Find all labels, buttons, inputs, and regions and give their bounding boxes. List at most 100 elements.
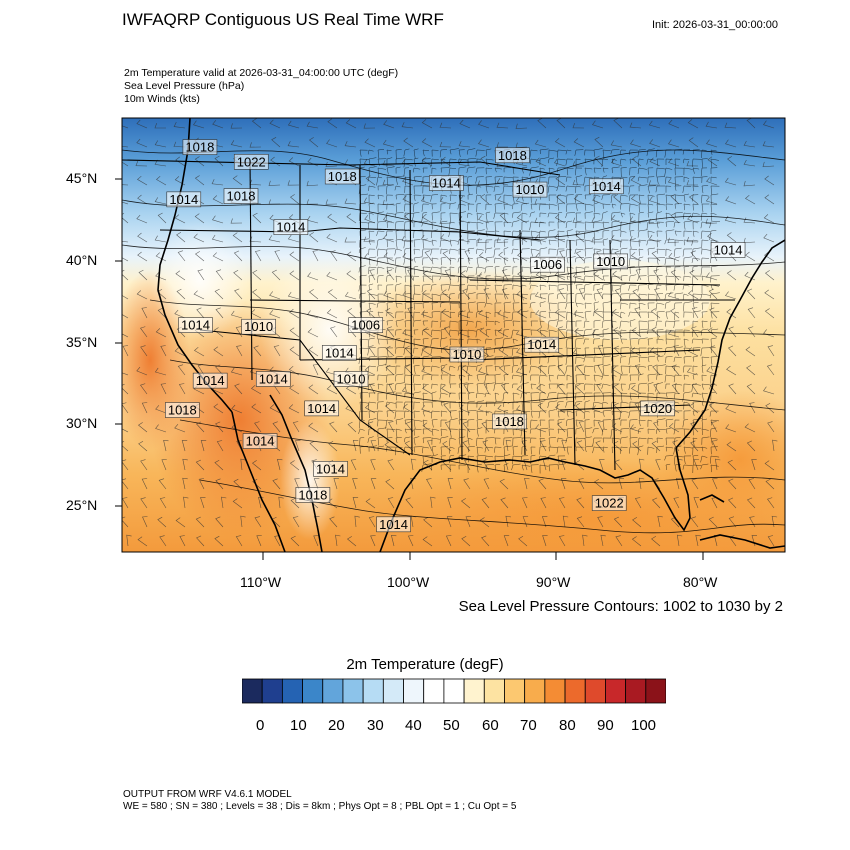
wind-barb	[712, 478, 718, 490]
wind-barb	[582, 534, 588, 547]
lon-label-80: 80°W	[683, 574, 718, 590]
wind-barb	[535, 310, 547, 319]
wind-barb	[728, 383, 737, 395]
wind-barb	[251, 289, 262, 300]
wind-barb	[364, 138, 376, 148]
wind-barb	[705, 218, 718, 224]
wind-barb	[535, 157, 547, 167]
wind-barb	[516, 214, 528, 224]
svg-text:1018: 1018	[298, 487, 327, 502]
wind-barb	[705, 196, 718, 205]
wind-barb	[725, 404, 737, 414]
wind-barb	[558, 497, 566, 509]
wind-barb	[478, 120, 490, 129]
wind-barb	[444, 421, 452, 433]
wind-barb	[176, 232, 186, 243]
wind-barb	[155, 252, 167, 262]
wind-barb	[405, 421, 414, 433]
wind-barb	[557, 326, 566, 338]
wind-barb	[578, 478, 585, 490]
wind-barb	[518, 536, 528, 547]
wind-barb	[479, 327, 490, 338]
wind-barb	[194, 175, 205, 186]
wind-barb	[534, 198, 547, 205]
wind-barb	[273, 345, 281, 357]
wind-barb	[289, 270, 300, 281]
wind-barb	[540, 440, 547, 452]
wind-barb	[391, 534, 397, 547]
wind-barb	[578, 421, 585, 433]
wind-barb	[183, 496, 189, 509]
wind-barb	[274, 535, 281, 547]
pressure-label: 1014	[524, 336, 560, 353]
county-line-row	[359, 292, 720, 303]
wind-barb	[140, 459, 148, 471]
wind-barb	[727, 156, 737, 167]
wind-barb	[212, 120, 224, 129]
svg-text:1014: 1014	[592, 179, 621, 194]
pressure-label: 1022	[591, 495, 627, 511]
wind-barb	[401, 386, 414, 395]
footer-config: WE = 580 ; SN = 380 ; Levels = 38 ; Dis …	[123, 801, 517, 812]
wind-barb	[461, 535, 471, 547]
wind-barb	[344, 198, 357, 205]
svg-text:1014: 1014	[325, 345, 354, 360]
wind-barb	[386, 326, 395, 338]
wind-barb	[634, 307, 642, 319]
wind-barb	[478, 139, 490, 148]
wind-barb	[173, 141, 186, 148]
wind-barb	[251, 118, 262, 129]
wind-barb	[481, 421, 490, 433]
wind-barb	[630, 176, 642, 186]
wind-barb	[708, 402, 718, 414]
wind-barb	[537, 402, 547, 414]
wind-barb	[496, 178, 509, 186]
wind-barb	[271, 137, 281, 148]
wind-barb	[136, 290, 148, 300]
wind-barb	[213, 403, 224, 414]
wind-barb	[743, 159, 756, 167]
svg-text:1014: 1014	[527, 337, 556, 352]
wind-barb	[352, 478, 358, 490]
wind-barb	[327, 289, 338, 300]
wind-barb	[447, 478, 454, 490]
wind-barb	[295, 440, 301, 452]
colorbar-label: 0	[256, 717, 265, 734]
wind-barb	[382, 160, 395, 167]
wind-barb	[370, 535, 376, 547]
svg-text:1006: 1006	[533, 257, 562, 272]
wind-barb	[440, 384, 452, 395]
wind-barb	[213, 327, 224, 338]
county-line-row	[359, 229, 717, 241]
pressure-label: 1006	[348, 317, 383, 333]
wind-barb	[691, 326, 699, 338]
wind-barb	[630, 195, 642, 205]
svg-text:1022: 1022	[595, 496, 624, 511]
wind-barb	[651, 497, 661, 509]
wind-barb	[233, 250, 243, 262]
wind-barb	[420, 180, 433, 186]
county-line-row	[359, 391, 716, 402]
county-line-row	[359, 301, 720, 312]
wind-barb	[369, 269, 376, 281]
wind-barb	[177, 250, 186, 262]
colorbar-label: 70	[520, 717, 537, 734]
wind-barb	[402, 195, 414, 205]
wind-barb	[137, 251, 148, 262]
wind-barb	[442, 345, 452, 357]
pressure-label: 1014	[178, 317, 213, 333]
svg-text:1014: 1014	[196, 373, 225, 388]
wind-barb	[194, 251, 205, 262]
wind-barb	[711, 421, 718, 433]
wind-barb	[746, 383, 756, 395]
wind-barb	[232, 498, 243, 509]
colorbar-swatch	[322, 678, 344, 704]
wind-barb	[500, 497, 509, 509]
wind-barb	[254, 421, 262, 433]
wind-barb	[154, 197, 167, 205]
wind-barb	[211, 234, 224, 243]
wind-barb	[707, 232, 718, 243]
lat-label-45: 45°N	[66, 170, 98, 186]
county-borders	[358, 148, 721, 474]
wind-barb	[197, 269, 205, 281]
